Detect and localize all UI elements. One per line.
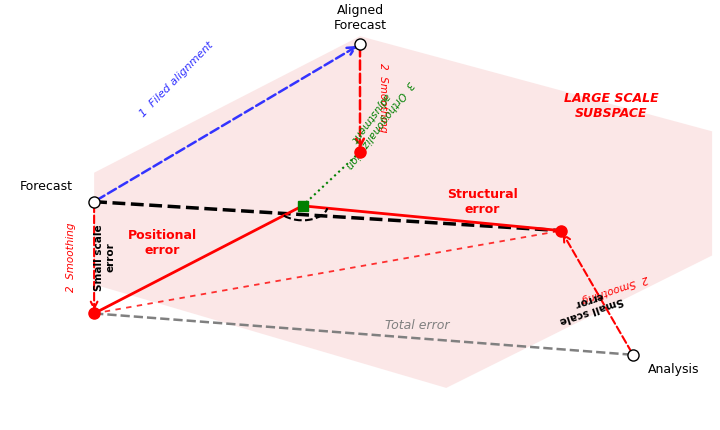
Text: 2  Smoothing: 2 Smoothing — [580, 273, 649, 304]
Text: Positional
error: Positional error — [128, 229, 197, 257]
Text: 3  Orthogonalization
adjustment: 3 Orthogonalization adjustment — [334, 73, 415, 171]
Text: 2  Smoothing: 2 Smoothing — [66, 223, 76, 292]
Text: LARGE SCALE
SUBSPACE: LARGE SCALE SUBSPACE — [564, 92, 659, 120]
Text: Total error: Total error — [385, 319, 450, 332]
Text: Analysis: Analysis — [647, 363, 699, 376]
Text: Small scale
error: Small scale error — [94, 224, 116, 291]
Text: Aligned
Forecast: Aligned Forecast — [333, 4, 387, 32]
Text: Structural
error: Structural error — [447, 187, 518, 216]
Text: Small scale
error: Small scale error — [555, 284, 625, 326]
Text: 2  Smoothing: 2 Smoothing — [378, 64, 388, 133]
Text: 1  Filed alignment: 1 Filed alignment — [138, 40, 215, 119]
Text: Forecast: Forecast — [19, 181, 73, 194]
Polygon shape — [94, 36, 712, 388]
